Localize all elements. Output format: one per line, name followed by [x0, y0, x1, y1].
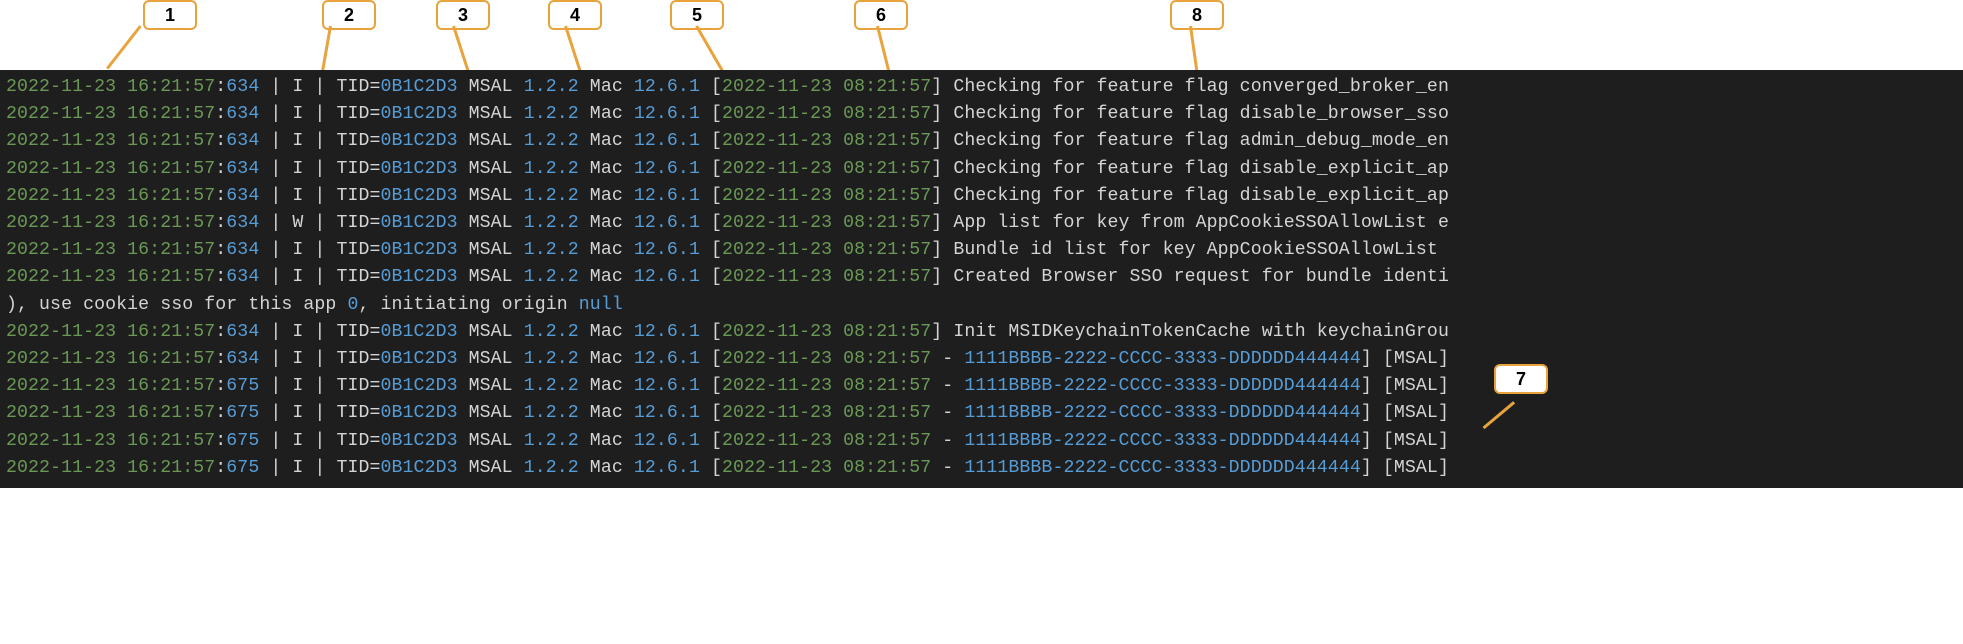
- callout-6: 6: [854, 0, 908, 30]
- log-line: 2022-11-23 16:21:57:634 | I | TID=0B1C2D…: [6, 319, 1957, 346]
- annotation-callout-row: 1 2 3 4 5 6 8: [0, 0, 1963, 70]
- log-line: 2022-11-23 16:21:57:634 | I | TID=0B1C2D…: [6, 183, 1957, 210]
- log-output-panel: 2022-11-23 16:21:57:634 | I | TID=0B1C2D…: [0, 70, 1963, 488]
- callout-connector: [321, 26, 332, 74]
- log-line: 2022-11-23 16:21:57:675 | I | TID=0B1C2D…: [6, 455, 1957, 482]
- log-line: 2022-11-23 16:21:57:675 | I | TID=0B1C2D…: [6, 373, 1957, 400]
- callout-5: 5: [670, 0, 724, 30]
- log-line: 2022-11-23 16:21:57:634 | W | TID=0B1C2D…: [6, 210, 1957, 237]
- callout-connector: [695, 25, 725, 73]
- callout-connector: [106, 25, 142, 69]
- log-line: 2022-11-23 16:21:57:675 | I | TID=0B1C2D…: [6, 400, 1957, 427]
- callout-2: 2: [322, 0, 376, 30]
- callout-connector: [452, 26, 470, 74]
- callout-8: 8: [1170, 0, 1224, 30]
- callout-label: 6: [854, 0, 908, 30]
- callout-3: 3: [436, 0, 490, 30]
- callout-7: 7: [1494, 364, 1548, 394]
- log-line: 2022-11-23 16:21:57:634 | I | TID=0B1C2D…: [6, 128, 1957, 155]
- callout-label: 8: [1170, 0, 1224, 30]
- log-line: 2022-11-23 16:21:57:634 | I | TID=0B1C2D…: [6, 74, 1957, 101]
- log-line: 2022-11-23 16:21:57:634 | I | TID=0B1C2D…: [6, 156, 1957, 183]
- callout-connector: [1189, 26, 1199, 74]
- log-line: ), use cookie sso for this app 0, initia…: [6, 292, 1957, 319]
- callout-connector: [564, 26, 582, 74]
- log-line: 2022-11-23 16:21:57:634 | I | TID=0B1C2D…: [6, 346, 1957, 373]
- callout-label: 3: [436, 0, 490, 30]
- log-line: 2022-11-23 16:21:57:675 | I | TID=0B1C2D…: [6, 428, 1957, 455]
- callout-1: 1: [143, 0, 197, 30]
- callout-label: 4: [548, 0, 602, 30]
- callout-label: 7: [1494, 364, 1548, 394]
- log-line: 2022-11-23 16:21:57:634 | I | TID=0B1C2D…: [6, 264, 1957, 291]
- callout-label: 1: [143, 0, 197, 30]
- callout-4: 4: [548, 0, 602, 30]
- log-line: 2022-11-23 16:21:57:634 | I | TID=0B1C2D…: [6, 237, 1957, 264]
- callout-connector: [876, 26, 891, 75]
- log-line: 2022-11-23 16:21:57:634 | I | TID=0B1C2D…: [6, 101, 1957, 128]
